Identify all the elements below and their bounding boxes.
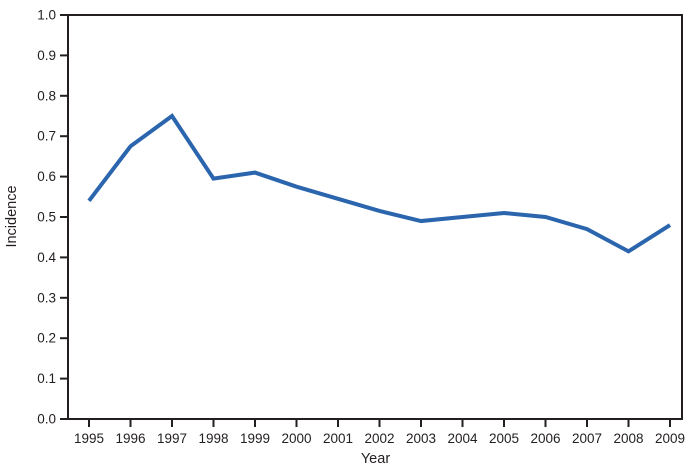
x-tick-label: 2005 — [489, 431, 519, 446]
x-tick-label: 1998 — [198, 431, 228, 446]
x-tick-label: 1996 — [115, 431, 145, 446]
y-axis-title: Incidence — [4, 185, 20, 247]
y-tick-label: 1.0 — [37, 8, 56, 23]
x-tick-label: 2002 — [364, 431, 394, 446]
x-axis-title: Year — [361, 451, 390, 467]
y-tick-label: 0.5 — [37, 210, 56, 225]
x-tick-label: 1997 — [157, 431, 187, 446]
plot-frame — [67, 14, 683, 420]
y-tick-label: 0.0 — [37, 412, 56, 427]
y-tick-label: 0.2 — [37, 331, 56, 346]
y-tick-label: 0.6 — [37, 169, 56, 184]
y-tick-label: 0.7 — [37, 129, 56, 144]
x-tick-label: 2009 — [655, 431, 685, 446]
y-tick-label: 0.4 — [37, 250, 56, 265]
x-tick-label: 1999 — [240, 431, 270, 446]
plot-layer: 0.0 0.1 0.2 0.3 0.4 0.5 0.6 0.7 0.8 0.9 1.0 1995 199… — [37, 8, 685, 447]
y-tick-label: 0.8 — [37, 88, 56, 103]
x-tick-label: 2008 — [613, 431, 643, 446]
y-tick-label: 0.1 — [37, 371, 56, 386]
y-tick-label: 0.3 — [37, 290, 56, 305]
x-tick-label: 2001 — [323, 431, 353, 446]
x-tick-label: 2003 — [406, 431, 436, 446]
data-line-incidence — [87, 113, 672, 254]
x-tick-label: 2007 — [572, 431, 602, 446]
x-tick-label: 2000 — [281, 431, 311, 446]
x-tick-label: 2004 — [447, 431, 478, 446]
x-tick-label: 1995 — [74, 431, 104, 446]
x-tick-label: 2006 — [530, 431, 560, 446]
y-tick-label: 0.9 — [37, 48, 56, 63]
